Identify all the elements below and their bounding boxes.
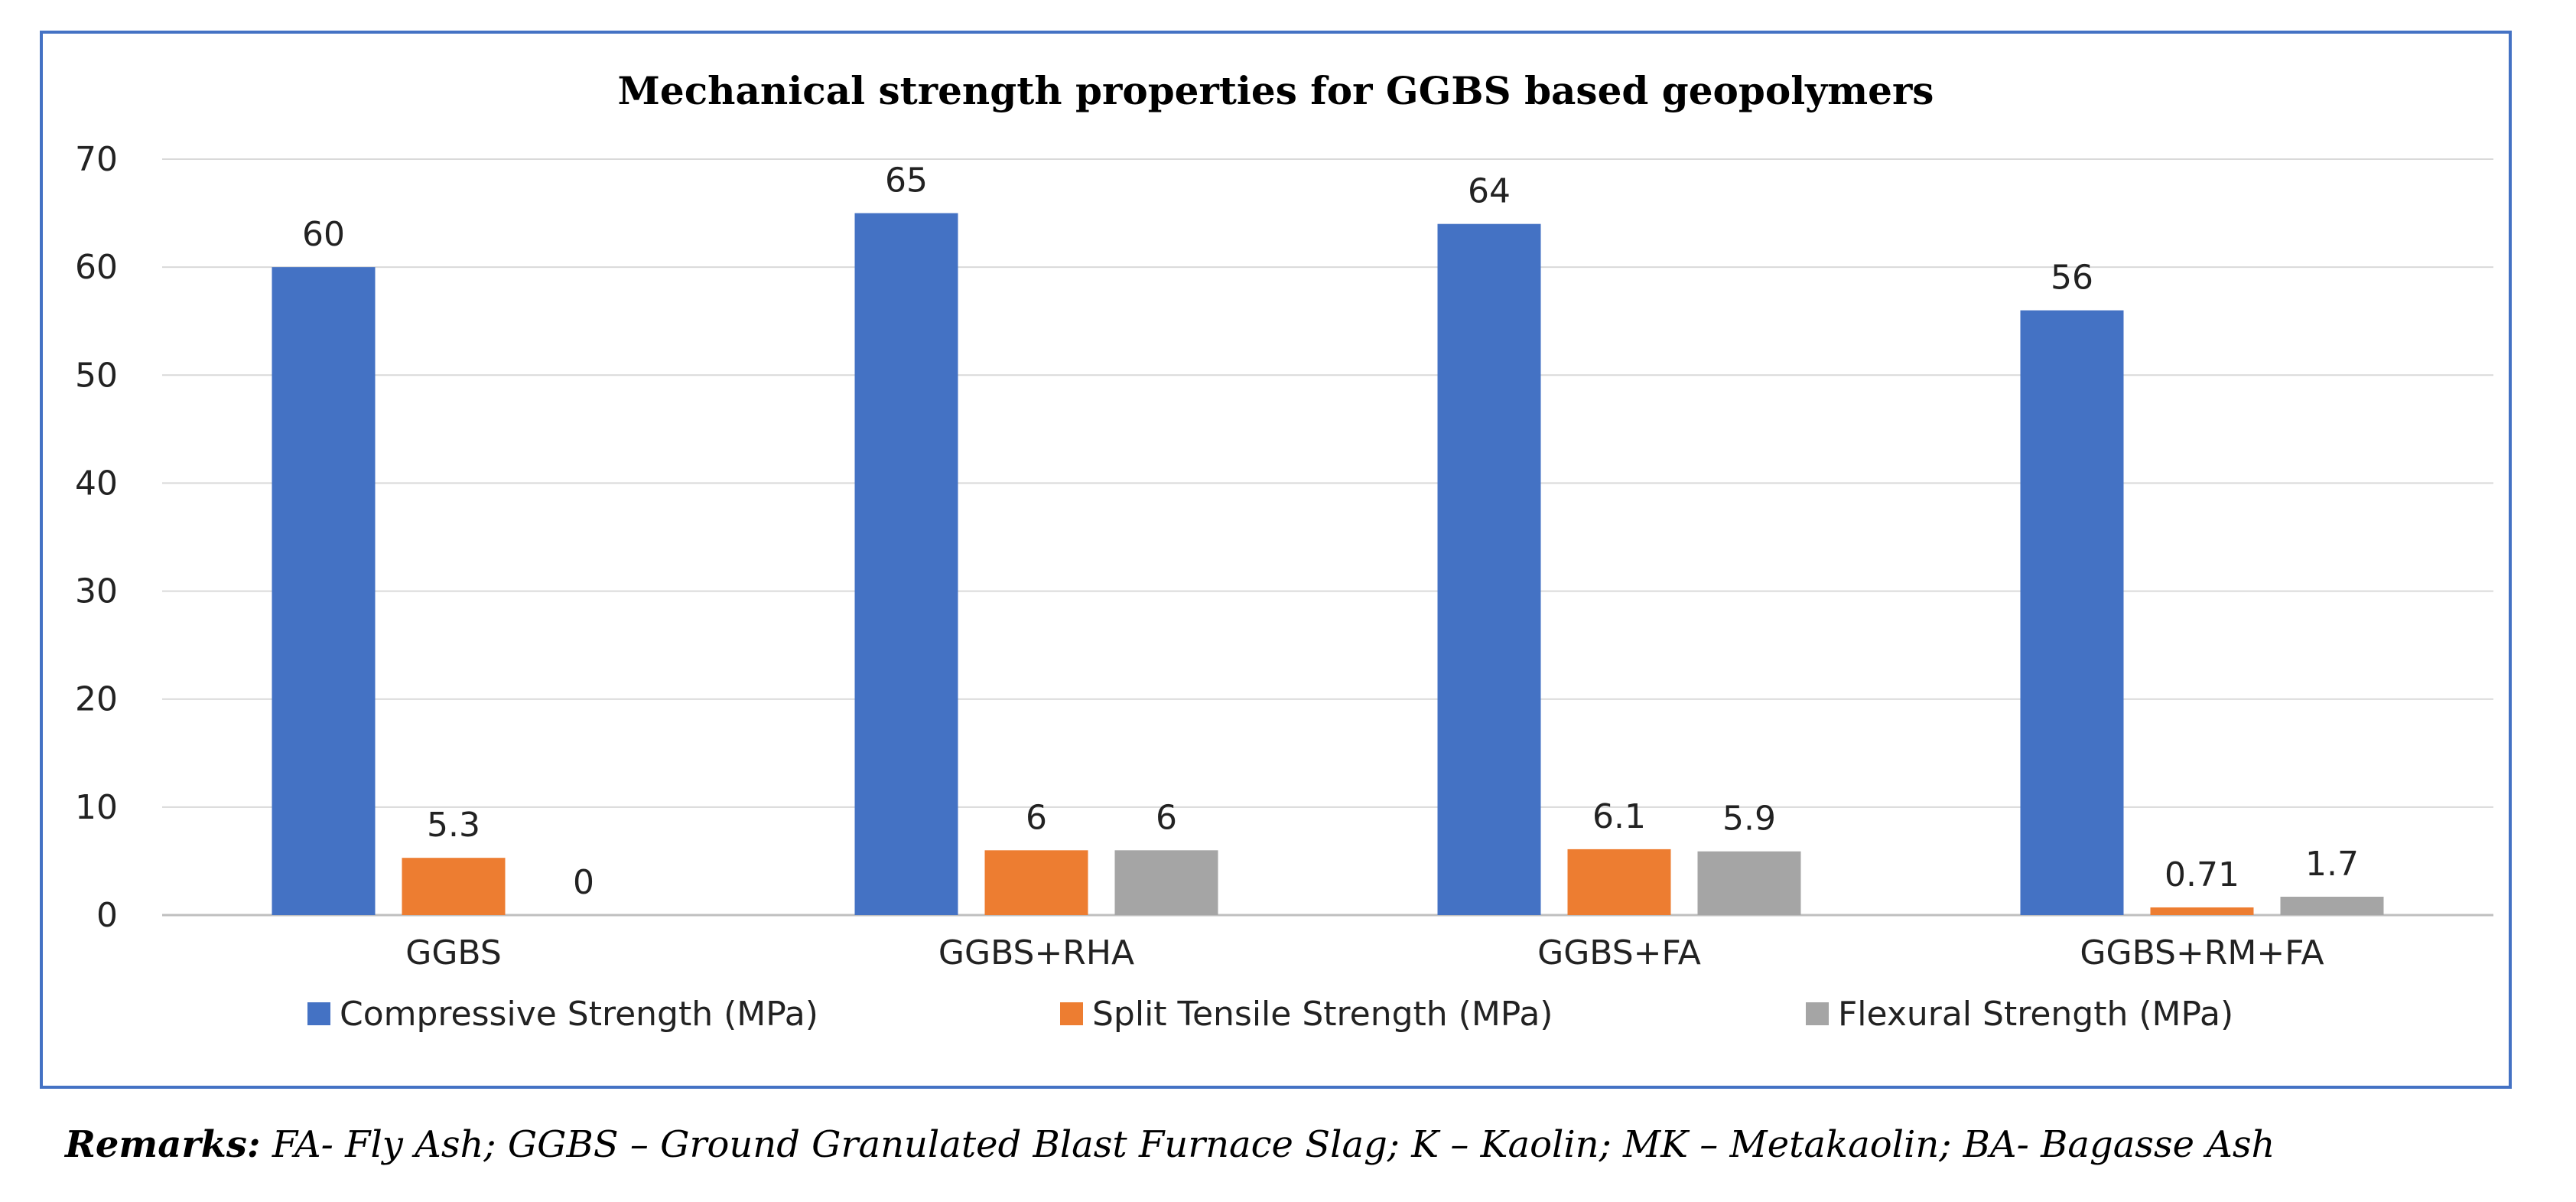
legend-label-series-1: Compressive Strength (MPa) [340,995,818,1034]
bar-ggbs-rha-series-3 [1114,850,1218,915]
bar-ggbs-rm-fa-series-2 [2150,907,2254,915]
data-label-ggbs-fa-series-1: 64 [1468,172,1511,211]
chart-title: Mechanical strength properties for GGBS … [618,68,1934,113]
data-label-ggbs-series-2: 5.3 [427,806,480,845]
data-label-ggbs-rha-series-1: 65 [885,161,928,200]
remarks-label: Remarks: [65,1123,261,1166]
bar-ggbs-rm-fa-series-3 [2280,897,2384,915]
data-label-ggbs-series-1: 60 [302,215,345,254]
category-label-ggbs-rm-fa: GGBS+RM+FA [2080,933,2324,972]
bar-ggbs-fa-series-3 [1697,851,1801,915]
bar-ggbs-fa-series-2 [1567,849,1671,915]
y-tick-label-60: 60 [75,248,118,287]
data-label-ggbs-rm-fa-series-1: 56 [2051,259,2093,298]
data-label-ggbs-fa-series-2: 6.1 [1592,797,1646,836]
data-label-ggbs-series-3: 0 [573,863,594,902]
data-label-ggbs-rha-series-3: 6 [1156,798,1177,837]
remarks-text: FA- Fly Ash; GGBS – Ground Granulated Bl… [260,1123,2275,1166]
y-tick-label-10: 10 [75,788,118,827]
y-tick-label-70: 70 [75,140,118,179]
y-tick-label-40: 40 [75,464,118,503]
remarks-note: Remarks: FA- Fly Ash; GGBS – Ground Gran… [65,1123,2513,1184]
bar-ggbs-series-2 [402,858,506,915]
chart-frame: Mechanical strength properties for GGBS … [40,31,2512,1089]
category-label-ggbs-fa: GGBS+FA [1537,933,1701,972]
data-label-ggbs-rm-fa-series-3: 1.7 [2305,845,2359,884]
legend-swatch-series-2 [1060,1002,1083,1025]
data-label-ggbs-fa-series-3: 5.9 [1722,800,1776,839]
y-tick-label-30: 30 [75,572,118,611]
data-label-ggbs-rm-fa-series-2: 0.71 [2165,855,2239,894]
legend-label-series-2: Split Tensile Strength (MPa) [1092,995,1553,1034]
category-label-ggbs: GGBS [405,933,502,972]
bar-ggbs-rha-series-2 [984,850,1088,915]
y-tick-label-50: 50 [75,356,118,395]
bar-ggbs-rha-series-1 [854,213,958,915]
legend-label-series-3: Flexural Strength (MPa) [1838,995,2233,1034]
legend-swatch-series-3 [1806,1002,1829,1025]
y-tick-label-0: 0 [96,896,118,935]
bar-ggbs-series-1 [272,267,376,916]
y-tick-label-20: 20 [75,680,118,719]
bar-ggbs-rm-fa-series-1 [2020,310,2124,916]
category-label-ggbs-rha: GGBS+RHA [938,933,1134,972]
data-label-ggbs-rha-series-2: 6 [1026,798,1047,837]
bar-ggbs-fa-series-1 [1437,223,1541,915]
bar-chart: Mechanical strength properties for GGBS … [75,68,2493,1034]
legend-swatch-series-1 [307,1002,330,1025]
